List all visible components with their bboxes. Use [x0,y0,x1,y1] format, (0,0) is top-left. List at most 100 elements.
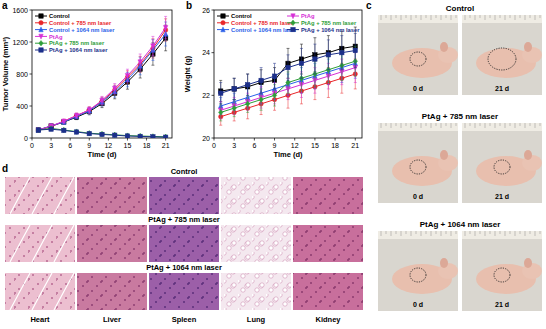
ruler [462,123,542,131]
x-tick-label: 9 [273,142,277,149]
tumor-outline [494,160,510,174]
marker [272,74,276,78]
ruler-tick [451,123,452,128]
marker [87,131,91,136]
marker [353,48,357,52]
ruler-tick [495,15,496,20]
marker [87,108,91,113]
error-bar [164,16,167,38]
marker [36,127,40,132]
tissue-streak [10,273,30,310]
x-tick [165,138,166,141]
x-tick-label: 21 [351,142,359,149]
marker [113,133,117,137]
ruler-tick [525,231,526,236]
legend-label: Control + 785 nm laser [231,20,294,26]
marker [219,91,223,95]
marker [259,78,263,82]
plot-frame [214,10,362,138]
ruler-tick [520,123,521,126]
ruler-tick [441,231,442,236]
ruler-tick [446,123,447,126]
ruler-tick [456,15,457,18]
ruler-tick [396,231,397,234]
error-bar [287,55,290,81]
x-tick-label: 3 [232,142,236,149]
x-tick-label: 3 [49,142,53,149]
marker [87,131,91,135]
histology-row-label: Control [171,167,198,176]
legend-label: PtAg [49,34,63,40]
photo [462,123,542,203]
marker [49,126,53,131]
tumor-outline [494,268,510,282]
panel-label: d [2,163,8,174]
y-tick [30,42,33,43]
marker [62,127,66,132]
y-axis-label: Tumor Volume (mm³) [1,36,10,111]
ruler-tick [505,123,506,128]
y-tick [212,10,215,11]
ruler-tick [391,231,392,236]
marker [62,128,66,132]
ruler-tick [470,15,471,18]
legend-marker [221,14,225,18]
ruler-tick [436,15,437,18]
legend-marker [39,14,43,18]
ruler-tick [465,231,466,236]
ruler-tick [416,123,417,126]
ruler-tick [381,231,382,236]
series-line [38,30,165,130]
marker [326,53,330,57]
photo [378,123,458,203]
photo-group-label: PtAg + 785 nm laser [422,112,498,121]
tissue-streak [10,225,30,262]
marker [245,82,249,86]
legend-label: PtAg + 1064 nm laser [301,27,360,33]
ruler-tick [381,123,382,128]
y-tick-label: 800 [16,71,28,78]
error-bar [327,40,330,70]
ruler-tick [490,123,491,126]
legend-marker [291,20,295,25]
ruler-tick [510,123,511,126]
ruler-tick [540,123,541,126]
x-tick-label: 12 [291,142,299,149]
error-bar [233,78,236,99]
ruler-tick [510,15,511,18]
ruler-tick [510,231,511,234]
error-bar [113,86,116,97]
ruler-tick [515,123,516,128]
error-bar [139,54,142,70]
tumor-outline [488,48,516,70]
x-tick-label: 0 [30,142,34,149]
series-line [38,28,165,130]
x-tick-label: 21 [162,142,170,149]
marker [36,128,40,132]
photo [462,231,542,311]
series-line [221,63,356,106]
marker [100,131,104,136]
ruler-tick [485,15,486,20]
marker [138,133,142,138]
y-tick-label: 20 [202,135,210,142]
x-tick [89,138,90,141]
error-bar [113,84,116,94]
ruler-tick [475,15,476,20]
mouse-ear [524,150,532,160]
histology-image [221,273,291,310]
ruler-tick [540,231,541,234]
photo-day-label: 0 d [413,193,423,200]
panel-label: c [366,0,372,11]
ruler-tick [530,15,531,18]
histology-column-label: Liver [103,315,121,324]
ruler-tick [441,15,442,20]
data-group [36,16,168,138]
ruler-tick [406,15,407,18]
ruler-tick [495,123,496,128]
marker [219,110,223,115]
histology-image [77,225,147,262]
tissue-streak [10,177,30,214]
histology-image [5,225,75,262]
ruler-tick [421,15,422,20]
